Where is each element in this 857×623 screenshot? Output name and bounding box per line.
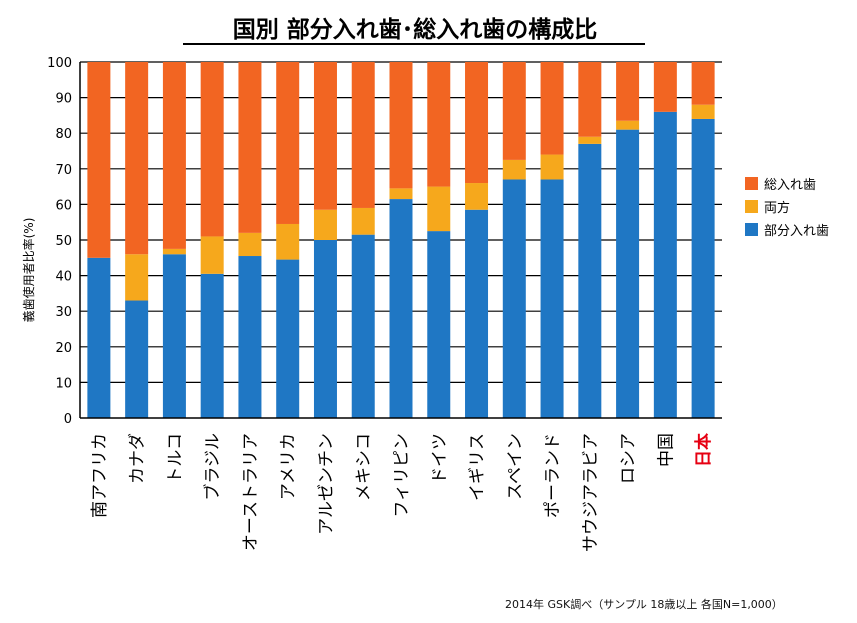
bar-segment [540, 62, 564, 155]
bar-segment [87, 62, 111, 258]
bar-segment [351, 234, 375, 418]
bar-segment [578, 143, 602, 418]
bar-segment [313, 209, 337, 240]
bar-segment [125, 62, 149, 255]
bar-segment [653, 62, 677, 112]
x-tick-label: カナダ [128, 433, 148, 484]
x-tick-label: メキシコ [354, 433, 374, 501]
bar-segment [276, 259, 300, 418]
bar-segment [200, 62, 224, 237]
legend-label: 総入れ歯 [764, 178, 816, 193]
bar-segment [427, 231, 451, 418]
bar-segment [238, 232, 262, 257]
bar-segment [389, 62, 413, 189]
chart-title-group: 国別 部分入れ歯･総入れ歯の構成比 [183, 16, 645, 45]
x-tick-label: アメリカ [279, 433, 299, 500]
bar-segment [540, 179, 564, 418]
bar-segment [162, 254, 186, 418]
bar-segment [502, 62, 526, 160]
bar-segment [691, 104, 715, 119]
bar-segment [465, 62, 489, 184]
bar-segment [502, 179, 526, 418]
y-tick-label: 10 [55, 376, 72, 391]
chart-title: 国別 部分入れ歯･総入れ歯の構成比 [233, 16, 598, 43]
bar-segment [389, 188, 413, 200]
x-tick-label: オーストラリア [241, 433, 261, 551]
y-tick-label: 100 [47, 56, 72, 71]
bar-segment [238, 256, 262, 418]
legend-label: 部分入れ歯 [764, 224, 829, 239]
x-tick-label: フィリピン [392, 433, 412, 518]
y-tick-label: 0 [64, 412, 72, 427]
x-tick-label: イギリス [468, 433, 488, 501]
bar-segment [616, 62, 640, 121]
bar-segment [276, 62, 300, 224]
bar-segment [125, 300, 149, 418]
bar-segment [351, 62, 375, 208]
y-axis-ticks: 0 10 20 30 40 50 60 70 80 90 100 [47, 56, 72, 427]
legend-swatch [745, 200, 758, 213]
bar-segment [162, 62, 186, 249]
bar-segment [502, 159, 526, 180]
y-tick-label: 60 [55, 198, 72, 213]
x-tick-label: アルゼンチン [316, 433, 336, 535]
bar-segment [313, 240, 337, 418]
y-axis-label: 義歯使用者比率(%) [21, 218, 36, 323]
bar-segment [427, 186, 451, 232]
bar-segment [465, 209, 489, 418]
y-tick-label: 40 [55, 270, 72, 285]
y-tick-label: 90 [55, 92, 72, 107]
x-tick-label: ブラジル [202, 433, 223, 501]
bar-segment [653, 111, 677, 418]
bars [87, 62, 715, 419]
bar-segment [238, 62, 262, 233]
bar-segment [351, 207, 375, 235]
bar-segment [578, 62, 602, 137]
bar-segment [465, 183, 489, 210]
bar-segment [427, 62, 451, 187]
x-tick-label: ロシア [619, 433, 639, 484]
x-axis-labels: 南アフリカ カナダ トルコ ブラジル オーストラリア アメリカ アルゼンチン メキシコ フィリピ… [90, 433, 714, 552]
y-tick-label: 70 [55, 163, 72, 178]
bar-segment [616, 129, 640, 418]
y-tick-label: 80 [55, 127, 72, 142]
x-tick-label: ポーランド [543, 433, 563, 518]
legend-swatch [745, 223, 758, 236]
bar-segment [691, 118, 715, 419]
source-note: 2014年 GSK調べ（サンプル 18歳以上 各国N=1,000） [505, 598, 783, 611]
y-tick-label: 30 [55, 305, 72, 320]
x-tick-label: トルコ [165, 433, 185, 484]
legend-swatch [745, 177, 758, 190]
bar-segment [540, 154, 564, 180]
x-tick-label: サウジアラビア [581, 433, 601, 552]
bar-segment [276, 223, 300, 260]
bar-segment [616, 120, 640, 130]
bar-segment [578, 136, 602, 144]
y-tick-label: 50 [55, 234, 72, 249]
x-tick-label: 中国 [656, 433, 676, 467]
bar-segment [313, 62, 337, 210]
x-tick-label: ドイツ [430, 433, 450, 484]
axes [79, 62, 722, 419]
legend-label: 両方 [764, 200, 790, 216]
bar-segment [87, 257, 111, 418]
x-tick-label: スペイン [505, 433, 525, 500]
x-tick-label: 日本 [693, 433, 714, 467]
y-tick-label: 20 [55, 341, 72, 356]
bar-segment [691, 62, 715, 105]
bar-segment [125, 254, 149, 301]
x-tick-label: 南アフリカ [90, 433, 110, 518]
bar-segment [389, 199, 413, 418]
bar-segment [162, 248, 186, 255]
bar-segment [200, 236, 224, 274]
bar-segment [200, 273, 224, 418]
